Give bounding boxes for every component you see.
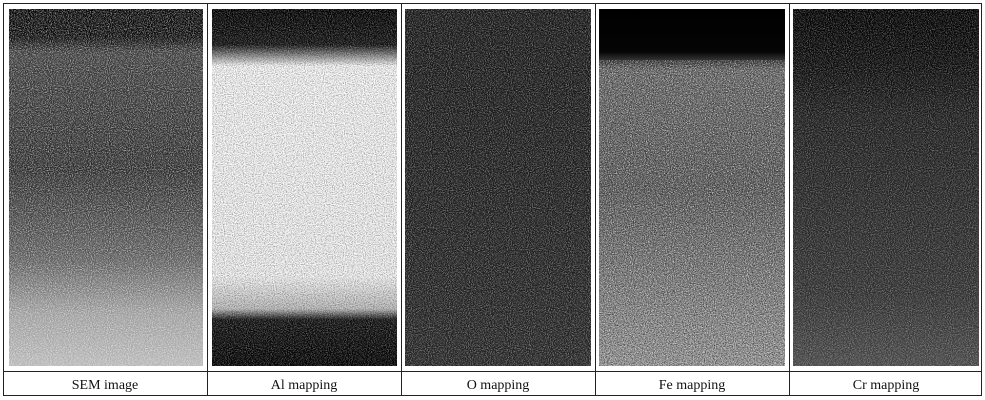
caption: SEM image [72,378,139,393]
caption: Al mapping [271,378,338,393]
fe-map [599,9,785,366]
caption: Fe mapping [659,378,726,393]
page: SEM image Al mapping O mapping Fe mappin… [0,0,985,400]
cr-map [793,9,979,366]
caption: Cr mapping [853,378,920,393]
figure: SEM image Al mapping O mapping Fe mappin… [0,0,985,400]
o-map [405,9,591,366]
al-map [212,9,397,366]
caption: O mapping [467,378,530,393]
sem-image [9,9,203,366]
